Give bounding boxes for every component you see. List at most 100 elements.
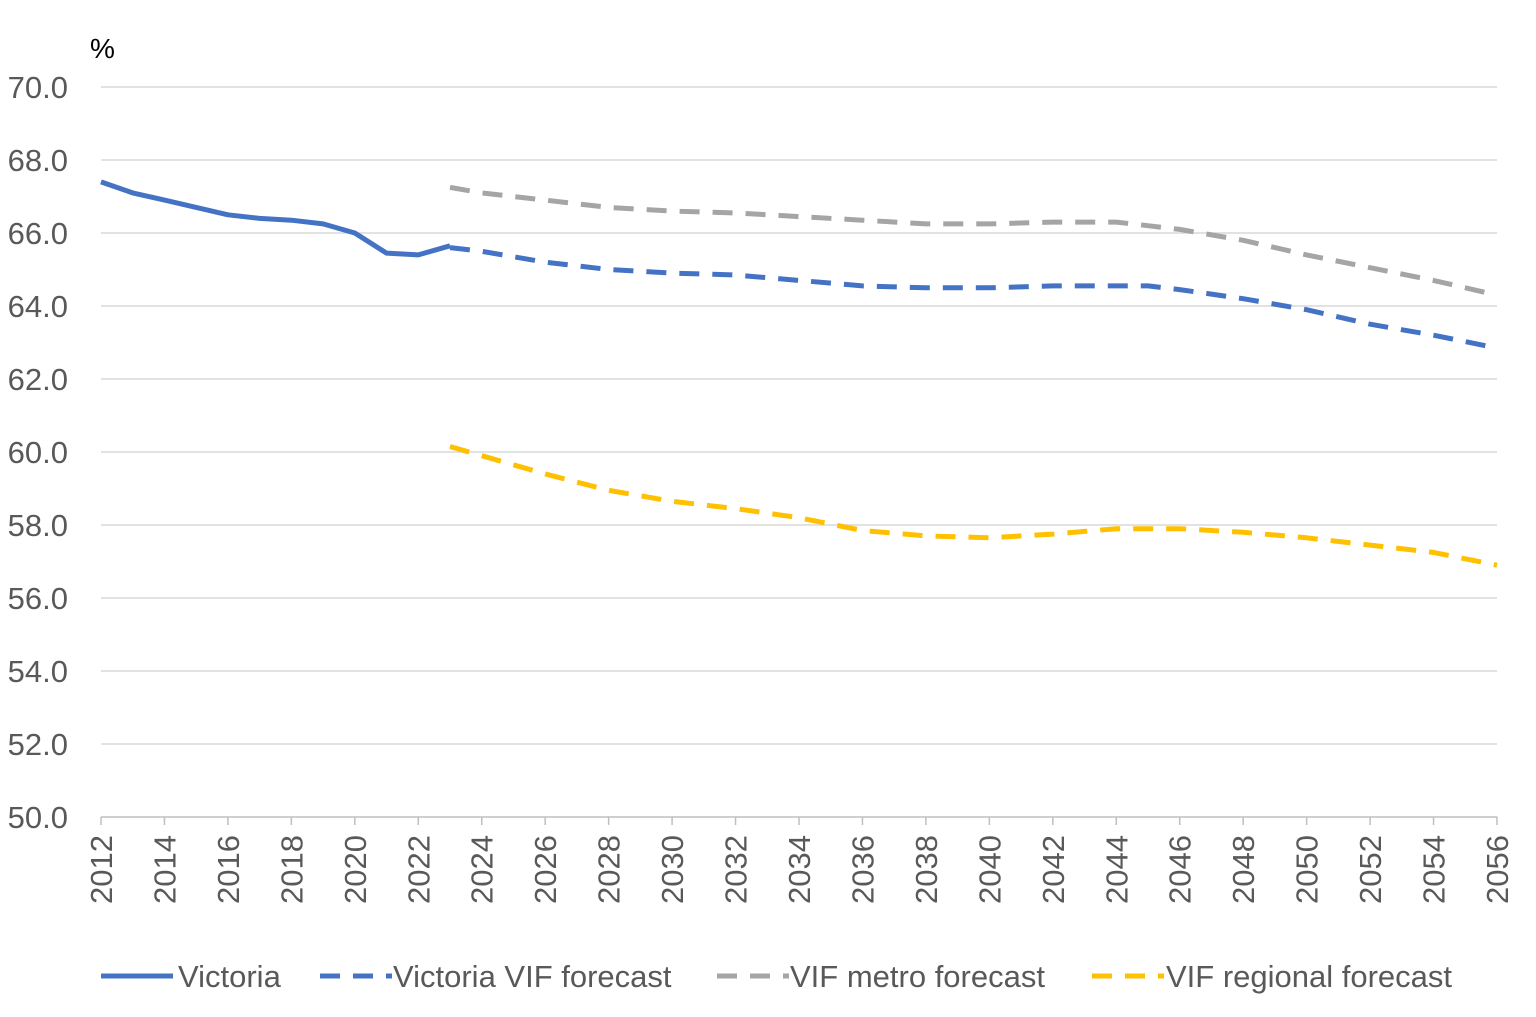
data-point-victoria-2013 xyxy=(130,190,135,195)
y-tick-label-70.0: 70.0 xyxy=(8,70,68,105)
data-point-victoria-vif-forecast-2024 xyxy=(479,249,484,254)
x-tick-label-2042: 2042 xyxy=(1036,835,1071,904)
data-point-victoria-vif-forecast-2034 xyxy=(797,278,802,283)
data-point-victoria-vif-forecast-2056 xyxy=(1495,345,1500,350)
data-point-vif-regional-forecast-2040 xyxy=(987,535,992,540)
data-point-vif-regional-forecast-2052 xyxy=(1368,543,1373,548)
data-point-victoria-2012 xyxy=(99,179,104,184)
data-point-vif-metro-forecast-2040 xyxy=(987,221,992,226)
data-point-victoria-vif-forecast-2038 xyxy=(923,285,928,290)
data-point-victoria-vif-forecast-2042 xyxy=(1050,283,1055,288)
x-tick-label-2022: 2022 xyxy=(401,835,436,904)
data-point-vif-metro-forecast-2036 xyxy=(860,218,865,223)
x-tick-label-2048: 2048 xyxy=(1226,835,1261,904)
data-point-vif-metro-forecast-2028 xyxy=(606,205,611,210)
data-point-victoria-2018 xyxy=(289,218,294,223)
y-unit-label: % xyxy=(90,33,115,64)
x-tick-label-2052: 2052 xyxy=(1353,835,1388,904)
x-tick-label-2012: 2012 xyxy=(84,835,119,904)
x-tick-label-2020: 2020 xyxy=(338,835,373,904)
data-point-victoria-vif-forecast-2046 xyxy=(1177,287,1182,292)
data-point-vif-metro-forecast-2042 xyxy=(1050,220,1055,225)
data-point-vif-regional-forecast-2046 xyxy=(1177,526,1182,531)
x-tick-label-2016: 2016 xyxy=(211,835,246,904)
x-tick-label-2014: 2014 xyxy=(147,835,182,904)
data-point-victoria-2015 xyxy=(194,205,199,210)
data-point-vif-metro-forecast-2052 xyxy=(1368,265,1373,270)
series-layer xyxy=(99,179,1500,568)
data-point-vif-metro-forecast-2026 xyxy=(543,198,548,203)
series-line-vif-regional-forecast xyxy=(449,444,1498,568)
y-tick-label-60.0: 60.0 xyxy=(8,435,68,470)
data-point-vif-regional-forecast-2042 xyxy=(1050,532,1055,537)
legend: Victoria Victoria VIF forecast VIF metro f… xyxy=(101,959,1452,994)
legend-label-vif-regional-forecast: VIF regional forecast xyxy=(1166,959,1452,994)
data-point-vif-metro-forecast-2030 xyxy=(670,209,675,214)
y-tick-label-62.0: 62.0 xyxy=(8,362,68,397)
series-line-victoria-vif-forecast xyxy=(449,245,1498,351)
data-point-victoria-vif-forecast-2030 xyxy=(670,271,675,276)
x-tick-label-2040: 2040 xyxy=(972,835,1007,904)
data-point-victoria-vif-forecast-2032 xyxy=(733,272,738,277)
data-point-vif-regional-forecast-2023 xyxy=(448,444,453,449)
gridlines xyxy=(101,86,1497,745)
x-tick-label-2038: 2038 xyxy=(909,835,944,904)
data-point-vif-regional-forecast-2038 xyxy=(923,533,928,538)
data-point-victoria-vif-forecast-2036 xyxy=(860,283,865,288)
x-tick-label-2032: 2032 xyxy=(719,835,754,904)
y-tick-label-58.0: 58.0 xyxy=(8,508,68,543)
series-line-victoria xyxy=(100,179,451,258)
data-point-victoria-2017 xyxy=(257,216,262,221)
data-point-vif-regional-forecast-2036 xyxy=(860,528,865,533)
data-point-victoria-vif-forecast-2040 xyxy=(987,285,992,290)
x-axis: 2012 2014 2016 2018 2020 2022 2024 2026 2028 2030… xyxy=(84,816,1515,904)
data-point-victoria-vif-forecast-2044 xyxy=(1114,283,1119,288)
y-tick-label-52.0: 52.0 xyxy=(8,727,68,762)
data-point-victoria-vif-forecast-2052 xyxy=(1368,322,1373,327)
data-point-vif-regional-forecast-2048 xyxy=(1241,530,1246,535)
x-tick-label-2044: 2044 xyxy=(1099,835,1134,904)
data-point-vif-metro-forecast-2044 xyxy=(1114,220,1119,225)
x-tick-label-2050: 2050 xyxy=(1290,835,1325,904)
data-point-victoria-vif-forecast-2045 xyxy=(1146,283,1151,288)
y-tick-label-54.0: 54.0 xyxy=(8,654,68,689)
data-point-vif-metro-forecast-2056 xyxy=(1495,293,1500,298)
data-point-vif-metro-forecast-2045 xyxy=(1146,223,1151,228)
data-point-victoria-vif-forecast-2048 xyxy=(1241,296,1246,301)
data-point-vif-metro-forecast-2046 xyxy=(1177,227,1182,232)
data-point-vif-regional-forecast-2030 xyxy=(670,499,675,504)
y-axis-ticks: 50.0 52.0 54.0 56.0 58.0 60.0 62.0 64.0 66.0 68.0… xyxy=(8,70,68,835)
data-point-victoria-vif-forecast-2050 xyxy=(1304,307,1309,312)
data-point-vif-metro-forecast-2024 xyxy=(479,190,484,195)
data-point-victoria-2022 xyxy=(416,252,421,257)
legend-label-victoria-vif-forecast: Victoria VIF forecast xyxy=(393,959,672,994)
x-tick-label-2034: 2034 xyxy=(782,835,817,904)
y-tick-label-68.0: 68.0 xyxy=(8,143,68,178)
data-point-vif-regional-forecast-2044 xyxy=(1114,526,1119,531)
x-tick-label-2024: 2024 xyxy=(465,835,500,904)
data-point-victoria-vif-forecast-2054 xyxy=(1431,333,1436,338)
data-point-vif-metro-forecast-2054 xyxy=(1431,278,1436,283)
data-point-vif-regional-forecast-2050 xyxy=(1304,535,1309,540)
legend-label-vif-metro-forecast: VIF metro forecast xyxy=(790,959,1045,994)
data-point-victoria-2016 xyxy=(225,212,230,217)
data-point-vif-metro-forecast-2023 xyxy=(448,185,453,190)
y-tick-label-66.0: 66.0 xyxy=(8,216,68,251)
data-point-victoria-2020 xyxy=(352,231,357,236)
x-tick-label-2054: 2054 xyxy=(1417,835,1452,904)
legend-label-victoria: Victoria xyxy=(178,959,282,994)
data-point-vif-regional-forecast-2032 xyxy=(733,506,738,511)
data-point-vif-regional-forecast-2028 xyxy=(606,488,611,493)
data-point-vif-regional-forecast-2056 xyxy=(1495,563,1500,568)
data-point-vif-metro-forecast-2048 xyxy=(1241,238,1246,243)
data-point-vif-regional-forecast-2026 xyxy=(543,471,548,476)
data-point-victoria-vif-forecast-2028 xyxy=(606,267,611,272)
data-point-victoria-vif-forecast-2023 xyxy=(448,245,453,250)
data-point-vif-regional-forecast-2024 xyxy=(479,453,484,458)
data-point-vif-metro-forecast-2032 xyxy=(733,210,738,215)
data-point-vif-metro-forecast-2034 xyxy=(797,214,802,219)
data-point-vif-metro-forecast-2038 xyxy=(923,221,928,226)
x-tick-label-2018: 2018 xyxy=(274,835,309,904)
data-point-victoria-vif-forecast-2026 xyxy=(543,260,548,265)
